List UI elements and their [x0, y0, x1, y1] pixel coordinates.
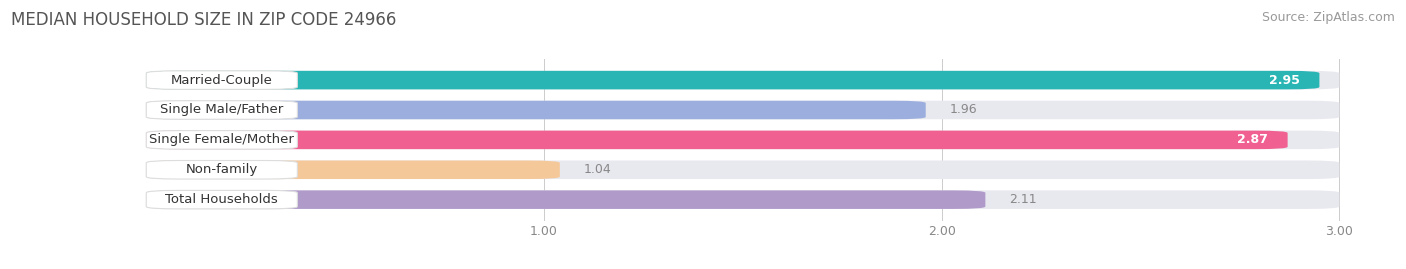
FancyBboxPatch shape	[146, 101, 297, 119]
Text: Total Households: Total Households	[166, 193, 278, 206]
Text: Single Female/Mother: Single Female/Mother	[149, 133, 294, 146]
Text: 2.87: 2.87	[1237, 133, 1268, 146]
Text: 1.04: 1.04	[583, 163, 612, 176]
FancyBboxPatch shape	[146, 161, 1340, 179]
FancyBboxPatch shape	[146, 101, 925, 119]
FancyBboxPatch shape	[146, 190, 1340, 209]
Text: 1.96: 1.96	[949, 104, 977, 116]
FancyBboxPatch shape	[146, 161, 560, 179]
FancyBboxPatch shape	[146, 71, 1319, 89]
Text: Source: ZipAtlas.com: Source: ZipAtlas.com	[1261, 11, 1395, 24]
Text: 2.11: 2.11	[1010, 193, 1036, 206]
Text: MEDIAN HOUSEHOLD SIZE IN ZIP CODE 24966: MEDIAN HOUSEHOLD SIZE IN ZIP CODE 24966	[11, 11, 396, 29]
Text: Married-Couple: Married-Couple	[172, 74, 273, 87]
FancyBboxPatch shape	[146, 131, 1340, 149]
FancyBboxPatch shape	[146, 161, 297, 179]
Text: Non-family: Non-family	[186, 163, 257, 176]
FancyBboxPatch shape	[146, 190, 297, 209]
FancyBboxPatch shape	[146, 190, 986, 209]
FancyBboxPatch shape	[146, 71, 297, 89]
Text: 2.95: 2.95	[1268, 74, 1299, 87]
FancyBboxPatch shape	[146, 71, 1340, 89]
FancyBboxPatch shape	[146, 131, 1288, 149]
FancyBboxPatch shape	[146, 101, 1340, 119]
FancyBboxPatch shape	[146, 131, 297, 149]
Text: Single Male/Father: Single Male/Father	[160, 104, 284, 116]
